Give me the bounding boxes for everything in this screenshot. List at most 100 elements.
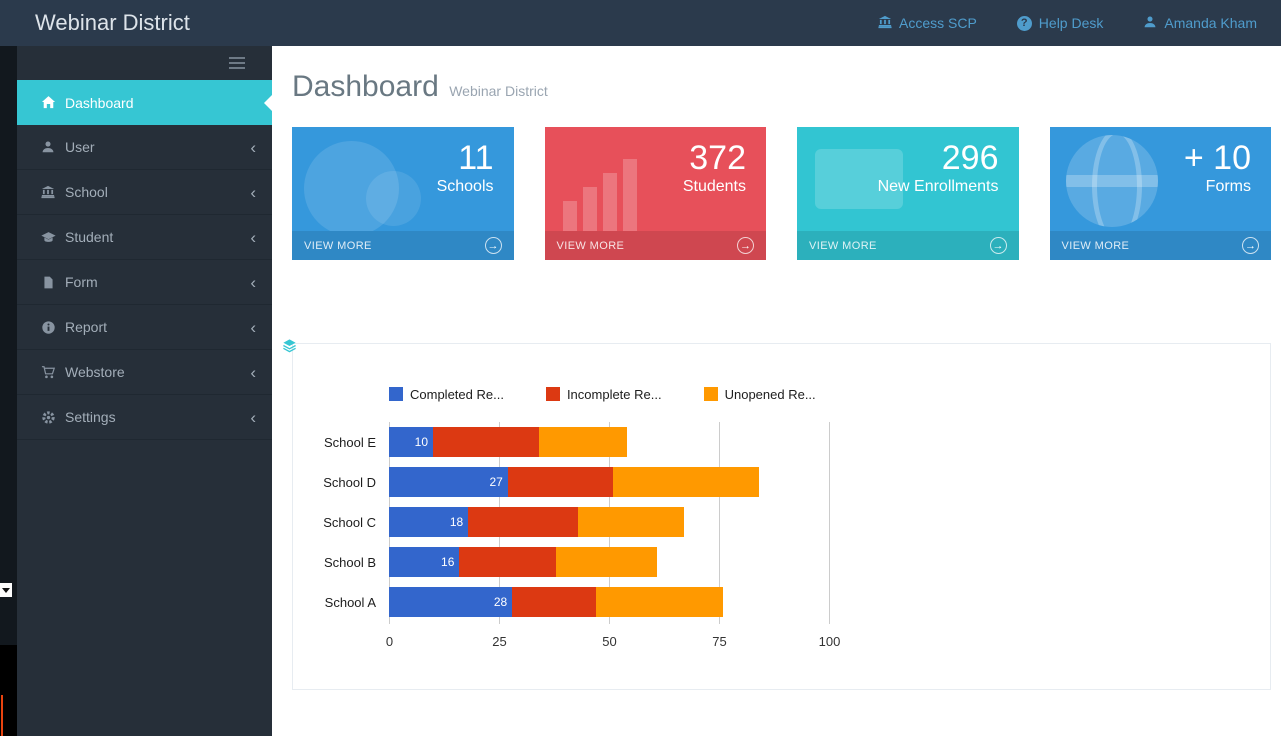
- arrow-circle-icon[interactable]: [989, 237, 1007, 254]
- stat-value: + 10: [1183, 139, 1251, 177]
- legend-item: Unopened Re...: [703, 386, 816, 402]
- bar-segment-completed: 10: [389, 427, 433, 457]
- sidebar-item-settings[interactable]: Settings: [17, 395, 272, 440]
- chart-rows: School E 10 School D 27 School C 18 School B 16…: [293, 422, 1250, 622]
- main-content: Dashboard Webinar District 11 Schools VI…: [272, 46, 1281, 736]
- screen-artifact-line: [1, 695, 3, 736]
- help-icon: [1016, 15, 1032, 31]
- stat-card-body: + 10 Forms: [1050, 127, 1272, 231]
- chevron-left-icon: [250, 139, 256, 156]
- legend-label: Incomplete Re...: [566, 386, 662, 402]
- sidebar-item-label: Report: [65, 319, 108, 335]
- screen-artifact-block: [0, 645, 17, 736]
- sidebar-item-label: Webstore: [65, 364, 125, 380]
- arrow-circle-icon[interactable]: [484, 237, 502, 254]
- chevron-left-icon: [250, 274, 256, 291]
- stat-label: Schools: [436, 178, 494, 196]
- sidebar-item-label: Form: [65, 274, 98, 290]
- stat-card-footer: VIEW MORE: [292, 231, 514, 260]
- category-label: School C: [323, 514, 376, 530]
- bar-segment-unopened: [613, 467, 759, 497]
- category-label: School D: [323, 474, 376, 490]
- view-more-link[interactable]: VIEW MORE: [556, 239, 625, 252]
- legend-color-swatch: [703, 387, 718, 401]
- arrow-circle-icon[interactable]: [1242, 237, 1259, 254]
- legend-label: Unopened Re...: [724, 386, 816, 402]
- sidebar-item-label: Dashboard: [65, 94, 134, 111]
- stat-value: 11: [458, 139, 494, 177]
- stat-card-students: 372 Students VIEW MORE: [544, 127, 766, 260]
- stat-label: New Enrollments: [877, 178, 999, 196]
- category-label: School A: [324, 594, 376, 610]
- hamburger-icon: [229, 54, 245, 72]
- sidebar-item-school[interactable]: School: [17, 170, 272, 215]
- sidebar-item-user[interactable]: User: [17, 125, 272, 170]
- view-more-link[interactable]: VIEW MORE: [1061, 239, 1130, 252]
- category-label: School E: [323, 434, 376, 450]
- stat-card-body: 11 Schools: [292, 127, 514, 231]
- stat-card-footer: VIEW MORE: [544, 231, 766, 260]
- view-more-link[interactable]: VIEW MORE: [304, 239, 372, 252]
- stat-card-forms: + 10 Forms VIEW MORE: [1049, 127, 1272, 260]
- arrow-circle-icon[interactable]: [737, 237, 754, 254]
- sidebar-toggle-button[interactable]: [17, 46, 272, 80]
- chart-row: School D 27: [293, 462, 1250, 502]
- legend-item: Incomplete Re...: [545, 386, 662, 402]
- page-subtitle: Webinar District: [449, 83, 548, 99]
- chevron-left-icon: [250, 184, 256, 201]
- chevron-left-icon: [250, 364, 256, 381]
- stat-card-footer: VIEW MORE: [1049, 231, 1271, 260]
- stat-cards-row: 11 Schools VIEW MORE 372 Students VIEW M…: [292, 127, 1271, 260]
- bank-icon: [878, 15, 892, 32]
- chart-row: School E 10: [293, 422, 1250, 462]
- user-menu[interactable]: Amanda Kham: [1143, 15, 1257, 32]
- page-title: Dashboard: [292, 70, 439, 103]
- graduation-cap-icon: [40, 230, 56, 245]
- bar-segment-unopened: [578, 507, 684, 537]
- bar-segment-incomplete: [468, 507, 579, 537]
- chart-row: School C 18: [293, 502, 1250, 542]
- category-label: School B: [323, 554, 376, 570]
- sidebar-item-student[interactable]: Student: [17, 215, 272, 260]
- sidebar-item-label: Student: [65, 229, 114, 245]
- x-tick-label: 100: [818, 634, 841, 649]
- sidebar-item-webstore[interactable]: Webstore: [17, 350, 272, 395]
- header-nav: Access SCP Help Desk Amanda Kham: [878, 15, 1281, 32]
- bar-segment-unopened: [538, 427, 627, 457]
- user-icon: [1143, 15, 1157, 32]
- school-icon: [40, 185, 56, 199]
- sidebar-item-report[interactable]: Report: [17, 305, 272, 350]
- bar-track: 28: [389, 587, 724, 617]
- bar-track: 27: [389, 467, 759, 497]
- x-tick-label: 25: [492, 634, 507, 649]
- help-desk-link[interactable]: Help Desk: [1016, 15, 1103, 31]
- legend-label: Completed Re...: [410, 386, 504, 402]
- access-scp-link[interactable]: Access SCP: [878, 15, 977, 32]
- bar-track: 18: [389, 507, 684, 537]
- stat-value: 296: [941, 139, 999, 177]
- user-icon: [40, 140, 56, 154]
- chevron-left-icon: [250, 229, 256, 246]
- cart-icon: [40, 365, 56, 380]
- sidebar-item-form[interactable]: Form: [17, 260, 272, 305]
- top-navbar: Webinar District Access SCP Help Desk Am…: [0, 0, 1281, 46]
- sidebar: Dashboard User School Student Form Repor…: [17, 46, 272, 736]
- sidebar-item-dashboard[interactable]: Dashboard: [17, 80, 272, 125]
- bar-segment-completed: 16: [389, 547, 460, 577]
- layers-icon: [282, 338, 297, 358]
- chevron-left-icon: [250, 409, 256, 426]
- chart-row: School B 16: [293, 542, 1250, 582]
- gridline: 75: [712, 422, 727, 649]
- bar-segment-completed: 27: [389, 467, 508, 497]
- monitor-decoration-icon: [815, 149, 903, 209]
- stat-card-body: 296 New Enrollments: [797, 127, 1019, 231]
- bar-segment-unopened: [595, 587, 724, 617]
- page-header: Dashboard Webinar District: [272, 46, 1281, 127]
- legend-color-swatch: [389, 387, 403, 401]
- view-more-link[interactable]: VIEW MORE: [809, 239, 877, 252]
- bar-segment-incomplete: [433, 427, 539, 457]
- info-icon: [40, 320, 56, 335]
- gridline: 100: [819, 422, 840, 649]
- left-edge-strip: [0, 46, 17, 736]
- screen-artifact-caret: [0, 583, 12, 597]
